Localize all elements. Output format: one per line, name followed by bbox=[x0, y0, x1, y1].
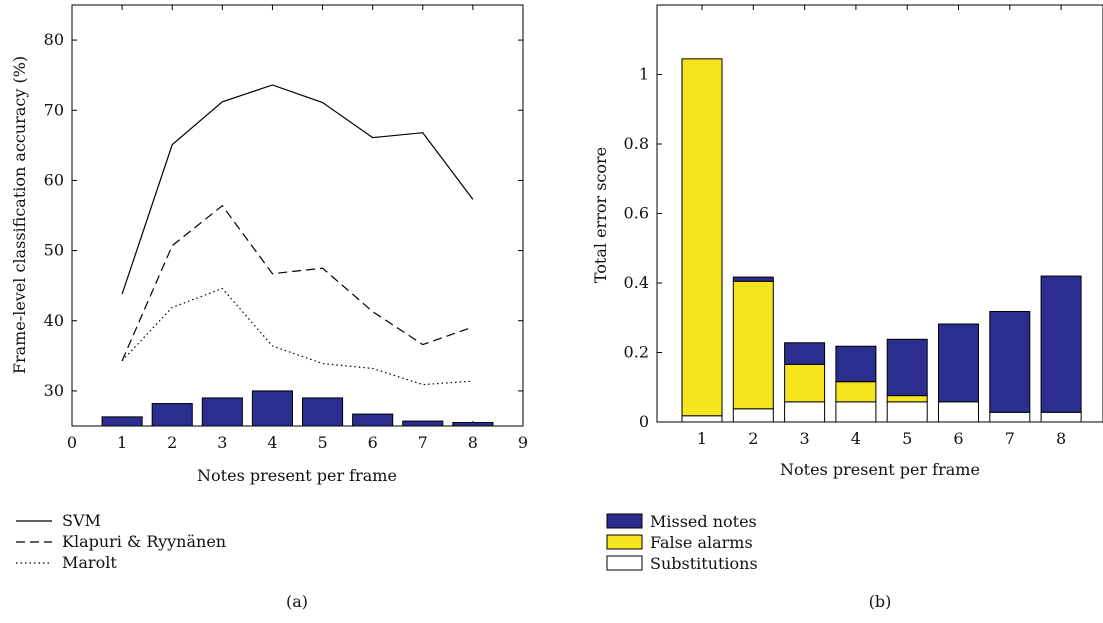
y-axis-label-a: Frame-level classification accuracy (%) bbox=[10, 56, 29, 374]
accuracy-bar bbox=[402, 420, 444, 427]
y-tick-label-b: 0.2 bbox=[624, 343, 649, 362]
axis-ticks-a: 0 1 2 3 4 5 6 7 8 9 30 40 50 60 70 80 bbox=[44, 5, 528, 452]
series-line-svm bbox=[121, 84, 474, 295]
y-tick-label-b: 1 bbox=[639, 65, 649, 84]
y-axis-label-b: Total error score bbox=[591, 147, 610, 283]
bar-segment-substitutions bbox=[835, 401, 877, 423]
bar-segment-missed-notes bbox=[784, 342, 826, 365]
y-tick-label-a: 50 bbox=[44, 241, 64, 260]
x-tick-label-b: 5 bbox=[902, 429, 912, 448]
x-tick-label-b: 1 bbox=[697, 429, 707, 448]
x-tick-label-a: 7 bbox=[418, 433, 428, 452]
lines-a bbox=[121, 84, 474, 386]
legend-label-b: Missed notes bbox=[650, 512, 757, 531]
y-tick-label-a: 80 bbox=[44, 30, 64, 49]
x-axis-label-a: Notes present per frame bbox=[197, 466, 397, 485]
y-tick-label-a: 40 bbox=[44, 311, 64, 330]
bar-segment-missed-notes bbox=[732, 276, 774, 282]
legend-label-b: Substitutions bbox=[650, 554, 758, 573]
bar-segment-missed-notes bbox=[835, 345, 877, 383]
bar-segment-substitutions bbox=[989, 411, 1031, 423]
legend-swatch-b bbox=[606, 555, 643, 571]
x-tick-label-b: 8 bbox=[1056, 429, 1066, 448]
bar-segment-false-alarms bbox=[835, 381, 877, 403]
bar-segment-false-alarms bbox=[886, 395, 928, 403]
bars-b bbox=[681, 58, 1082, 423]
x-tick-label-a: 5 bbox=[317, 433, 327, 452]
series-line-marolt bbox=[121, 287, 473, 386]
x-tick-label-a: 8 bbox=[468, 433, 478, 452]
bar-segment-substitutions bbox=[681, 415, 723, 423]
bar-segment-false-alarms bbox=[681, 58, 723, 417]
legend-b: Missed notes False alarms Substitutions bbox=[606, 512, 758, 573]
bar-segment-missed-notes bbox=[938, 323, 979, 403]
x-tick-label-a: 1 bbox=[117, 433, 127, 452]
x-tick-label-a: 0 bbox=[67, 433, 77, 452]
bar-segment-missed-notes bbox=[1040, 275, 1082, 413]
bar-segment-substitutions bbox=[938, 401, 979, 423]
legend-a: SVM Klapuri & Ryynänen Marolt bbox=[16, 511, 226, 572]
x-tick-label-a: 4 bbox=[267, 433, 277, 452]
y-tick-label-a: 70 bbox=[44, 100, 64, 119]
accuracy-bar bbox=[352, 413, 394, 427]
bar-segment-substitutions bbox=[784, 401, 826, 423]
x-tick-label-b: 4 bbox=[851, 429, 861, 448]
y-tick-label-b: 0 bbox=[639, 412, 649, 431]
accuracy-bar bbox=[452, 421, 494, 427]
bars-a bbox=[101, 390, 494, 427]
bar-segment-substitutions bbox=[732, 408, 774, 423]
legend-label-a: Marolt bbox=[62, 553, 117, 572]
x-axis-label-b: Notes present per frame bbox=[780, 460, 980, 479]
x-tick-label-b: 7 bbox=[1005, 429, 1015, 448]
x-tick-label-b: 3 bbox=[800, 429, 810, 448]
legend-label-a: Klapuri & Ryynänen bbox=[62, 532, 226, 551]
legend-label-a: SVM bbox=[62, 511, 101, 530]
legend-swatch-b bbox=[606, 534, 643, 550]
accuracy-bar bbox=[302, 397, 344, 427]
plot-frame-b bbox=[656, 4, 1103, 423]
x-tick-label-a: 6 bbox=[368, 433, 378, 452]
plot-frame-a bbox=[71, 4, 524, 427]
accuracy-bar bbox=[151, 403, 193, 427]
x-tick-label-a: 2 bbox=[167, 433, 177, 452]
x-tick-label-a: 3 bbox=[217, 433, 227, 452]
bar-segment-substitutions bbox=[1040, 411, 1082, 423]
y-tick-label-b: 0.4 bbox=[624, 273, 649, 292]
x-tick-label-a: 9 bbox=[518, 433, 528, 452]
bar-segment-missed-notes bbox=[989, 310, 1031, 413]
y-tick-label-a: 60 bbox=[44, 170, 64, 189]
accuracy-bar bbox=[201, 397, 243, 427]
x-tick-label-b: 2 bbox=[748, 429, 758, 448]
bar-segment-substitutions bbox=[886, 401, 928, 423]
series-line-klapuri-ryyn-nen bbox=[121, 204, 474, 361]
y-tick-label-a: 30 bbox=[44, 381, 64, 400]
caption-b: (b) bbox=[869, 592, 892, 611]
bar-segment-false-alarms bbox=[732, 280, 774, 410]
legend-label-b: False alarms bbox=[650, 533, 753, 552]
accuracy-bar bbox=[101, 416, 143, 427]
y-tick-label-b: 0.6 bbox=[624, 204, 649, 223]
caption-a: (a) bbox=[286, 592, 308, 611]
axis-ticks-b: 1 2 3 4 5 6 7 8 0 0.2 0.4 0.6 0.8 1 bbox=[624, 5, 1103, 448]
y-tick-label-b: 0.8 bbox=[624, 134, 649, 153]
legend-swatch-b bbox=[606, 513, 643, 529]
panel-a: 0 1 2 3 4 5 6 7 8 9 30 40 50 60 70 80 Notes present per… bbox=[10, 4, 528, 611]
accuracy-bar bbox=[251, 390, 293, 427]
bar-segment-missed-notes bbox=[886, 338, 928, 397]
bar-segment-false-alarms bbox=[784, 363, 826, 403]
panel-b: 1 2 3 4 5 6 7 8 0 0.2 0.4 0.6 0.8 1 Notes present per… bbox=[591, 4, 1103, 611]
x-tick-label-b: 6 bbox=[953, 429, 963, 448]
